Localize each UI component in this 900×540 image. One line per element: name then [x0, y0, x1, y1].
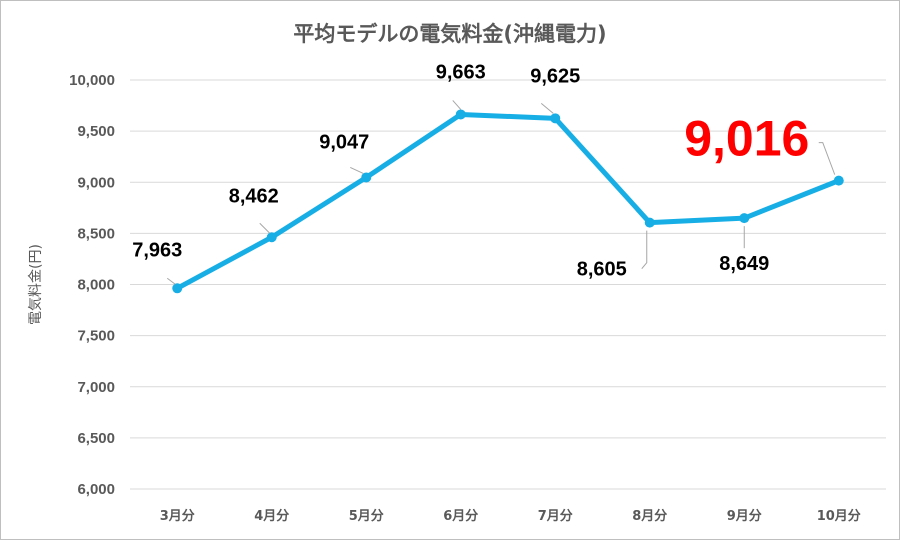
leader-line: [818, 142, 836, 175]
leader-line: [166, 277, 176, 285]
x-tick-label: 8月分: [632, 508, 667, 524]
data-point: [644, 217, 655, 228]
leader-line: [641, 230, 648, 269]
chart-title: 平均モデルの電気料金(沖縄電力): [293, 22, 607, 46]
y-tick-label: 6,000: [77, 481, 115, 498]
data-label: 9,016: [684, 111, 809, 167]
leader-line: [259, 222, 271, 234]
data-label: 9,625: [530, 65, 580, 87]
y-tick-label: 7,000: [77, 379, 115, 396]
y-tick-label: 8,000: [77, 277, 115, 294]
y-axis-label: 電気料金(円): [28, 244, 44, 325]
y-tick-label: 10,000: [69, 72, 115, 89]
data-point: [266, 232, 277, 243]
x-tick-label: 6月分: [443, 508, 478, 524]
data-point: [833, 175, 844, 186]
x-tick-label: 4月分: [254, 508, 289, 524]
data-label: 9,047: [319, 131, 369, 153]
x-tick-label: 7月分: [538, 508, 573, 524]
data-label: 8,649: [719, 253, 769, 275]
data-label: 7,963: [132, 239, 182, 261]
data-label: 8,462: [229, 185, 279, 207]
data-label: 9,663: [436, 61, 486, 83]
leader-line: [350, 166, 364, 174]
data-point: [455, 109, 466, 120]
data-point: [739, 213, 750, 224]
y-tick-label: 9,000: [77, 174, 115, 191]
y-tick-label: 9,500: [77, 123, 115, 140]
y-tick-label: 6,500: [77, 430, 115, 447]
y-tick-label: 7,500: [77, 328, 115, 345]
data-point: [172, 283, 183, 294]
data-point: [361, 172, 372, 183]
leader-line: [540, 102, 554, 114]
data-point: [550, 113, 561, 124]
x-tick-label: 3月分: [160, 508, 195, 524]
data-label: 8,605: [577, 259, 627, 281]
series-line: [174, 111, 842, 291]
x-tick-label: 10月分: [817, 508, 861, 524]
y-tick-label: 8,500: [77, 225, 115, 242]
x-tick-label: 9月分: [727, 508, 762, 524]
x-tick-label: 5月分: [349, 508, 384, 524]
leader-line: [452, 100, 462, 110]
